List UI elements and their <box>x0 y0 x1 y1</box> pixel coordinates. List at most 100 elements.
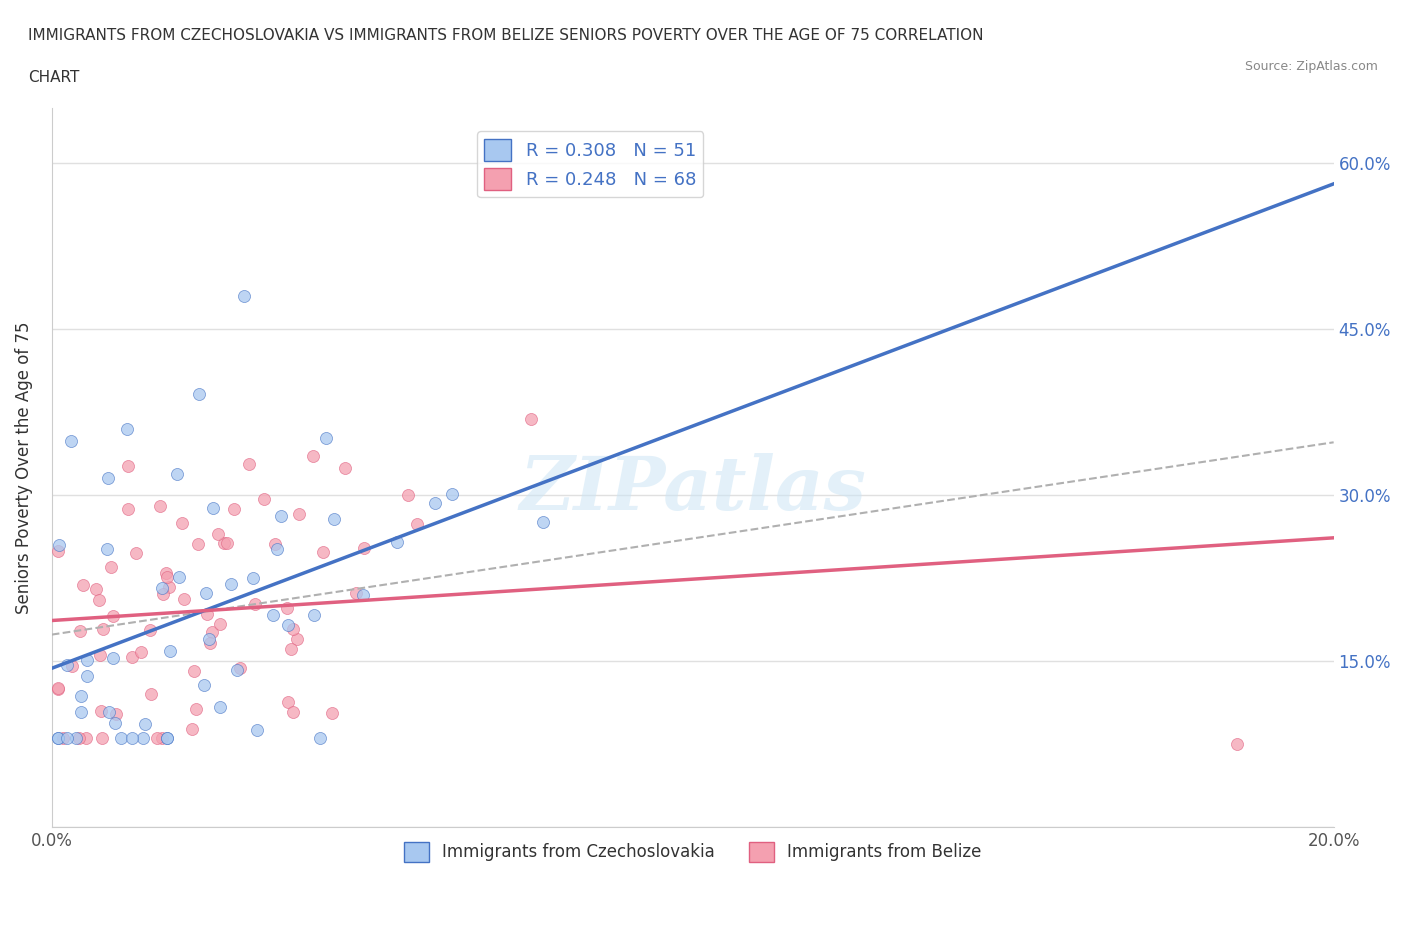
Point <box>180 722 202 737</box>
Point <box>520 411 543 426</box>
Point <box>98 705 121 720</box>
Point <box>193 678 215 693</box>
Point <box>156 569 179 584</box>
Point <box>89 648 111 663</box>
Point <box>46 681 69 696</box>
Point <box>117 458 139 473</box>
Point <box>60 658 83 673</box>
Point <box>167 570 190 585</box>
Point <box>69 624 91 639</box>
Point <box>353 540 375 555</box>
Point <box>531 514 554 529</box>
Point <box>97 471 120 485</box>
Point <box>201 625 224 640</box>
Point <box>52 731 75 746</box>
Point <box>70 705 93 720</box>
Text: ZIPatlas: ZIPatlas <box>519 453 866 525</box>
Point <box>207 526 229 541</box>
Point <box>159 644 181 658</box>
Point <box>209 699 232 714</box>
Point <box>233 288 256 303</box>
Point <box>352 588 374 603</box>
Point <box>103 650 125 665</box>
Point <box>56 731 79 746</box>
Point <box>277 694 299 709</box>
Point <box>198 631 221 646</box>
Point <box>266 541 288 556</box>
Point <box>60 433 83 448</box>
Point <box>172 516 194 531</box>
Point <box>195 606 218 621</box>
Point <box>87 592 110 607</box>
Point <box>302 448 325 463</box>
Point <box>48 538 70 552</box>
Point <box>121 731 143 746</box>
Point <box>103 609 125 624</box>
Point <box>187 537 209 551</box>
Point <box>132 731 155 746</box>
Point <box>262 607 284 622</box>
Point <box>46 731 69 746</box>
Point <box>283 621 305 636</box>
Point <box>90 731 112 746</box>
Point <box>209 617 232 631</box>
Point <box>238 457 260 472</box>
Text: Source: ZipAtlas.com: Source: ZipAtlas.com <box>1244 60 1378 73</box>
Point <box>117 502 139 517</box>
Point <box>221 577 243 591</box>
Point <box>184 702 207 717</box>
Point <box>100 560 122 575</box>
Point <box>155 565 177 580</box>
Point <box>69 689 91 704</box>
Point <box>91 621 114 636</box>
Point <box>229 661 252 676</box>
Point <box>134 717 156 732</box>
Point <box>150 731 173 746</box>
Point <box>226 663 249 678</box>
Point <box>441 486 464 501</box>
Point <box>156 731 179 746</box>
Point <box>72 578 94 592</box>
Point <box>315 431 337 445</box>
Point <box>323 512 346 526</box>
Point <box>75 731 97 746</box>
Point <box>406 517 429 532</box>
Point <box>276 600 298 615</box>
Point <box>270 508 292 523</box>
Point <box>253 492 276 507</box>
Point <box>222 501 245 516</box>
Point <box>173 591 195 606</box>
Point <box>285 631 308 646</box>
Point <box>67 731 90 746</box>
Point <box>65 731 87 746</box>
Point <box>55 658 77 673</box>
Point <box>242 571 264 586</box>
Point <box>385 535 408 550</box>
Point <box>104 715 127 730</box>
Point <box>149 498 172 513</box>
Point <box>194 586 217 601</box>
Point <box>212 536 235 551</box>
Point <box>344 586 367 601</box>
Point <box>288 507 311 522</box>
Point <box>150 581 173 596</box>
Y-axis label: Seniors Poverty Over the Age of 75: Seniors Poverty Over the Age of 75 <box>15 321 32 614</box>
Point <box>125 546 148 561</box>
Point <box>277 618 299 632</box>
Point <box>243 597 266 612</box>
Point <box>152 587 174 602</box>
Point <box>396 488 419 503</box>
Point <box>139 686 162 701</box>
Point <box>188 387 211 402</box>
Point <box>201 500 224 515</box>
Point <box>90 703 112 718</box>
Point <box>139 622 162 637</box>
Point <box>302 607 325 622</box>
Text: CHART: CHART <box>28 70 80 85</box>
Point <box>321 706 343 721</box>
Point <box>76 668 98 683</box>
Text: IMMIGRANTS FROM CZECHOSLOVAKIA VS IMMIGRANTS FROM BELIZE SENIORS POVERTY OVER TH: IMMIGRANTS FROM CZECHOSLOVAKIA VS IMMIGR… <box>28 28 984 43</box>
Point <box>129 645 152 660</box>
Point <box>1226 737 1249 751</box>
Point <box>198 635 221 650</box>
